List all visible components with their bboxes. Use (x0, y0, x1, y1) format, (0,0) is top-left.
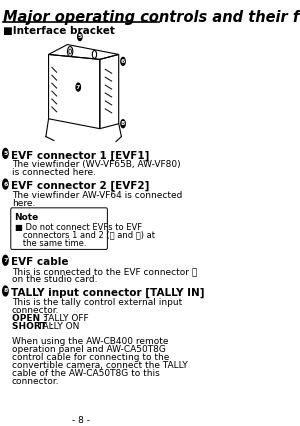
Text: 5: 5 (3, 151, 8, 156)
Circle shape (76, 83, 80, 91)
Text: the same time.: the same time. (15, 239, 86, 248)
Text: on the studio card.: on the studio card. (12, 275, 98, 284)
Text: 5: 5 (78, 34, 82, 39)
Text: The viewfinder (WV-VF65B, AW-VF80): The viewfinder (WV-VF65B, AW-VF80) (12, 160, 181, 169)
Text: operation panel and AW-CA50T8G: operation panel and AW-CA50T8G (12, 345, 166, 354)
Text: 6: 6 (3, 181, 8, 187)
Text: Note: Note (15, 213, 39, 222)
Text: 8: 8 (3, 288, 8, 294)
Circle shape (78, 33, 82, 40)
Circle shape (3, 148, 8, 158)
Text: SHORT :: SHORT : (12, 322, 53, 331)
Text: convertible camera, connect the TALLY: convertible camera, connect the TALLY (12, 361, 188, 370)
Text: TALLY input connector [TALLY IN]: TALLY input connector [TALLY IN] (11, 288, 204, 298)
Text: This is connected to the EVF connector ⓡ: This is connected to the EVF connector ⓡ (12, 267, 197, 276)
Text: - 8 -: - 8 - (72, 416, 90, 425)
Text: cable of the AW-CA50T8G to this: cable of the AW-CA50T8G to this (12, 369, 160, 378)
Text: This is the tally control external input: This is the tally control external input (12, 298, 182, 307)
Text: control cable for connecting to the: control cable for connecting to the (12, 353, 169, 363)
Text: EVF connector 1 [EVF1]: EVF connector 1 [EVF1] (11, 150, 149, 161)
Text: 7: 7 (3, 258, 8, 263)
Text: 7: 7 (76, 85, 80, 89)
Circle shape (3, 179, 8, 189)
Circle shape (121, 58, 125, 65)
Text: OPEN :: OPEN : (12, 314, 47, 323)
Text: When using the AW-CB400 remote: When using the AW-CB400 remote (12, 337, 168, 346)
Text: The viewfinder AW-VF64 is connected: The viewfinder AW-VF64 is connected (12, 191, 182, 200)
Text: is connected here.: is connected here. (12, 168, 96, 177)
Text: Major operating controls and their functions: Major operating controls and their funct… (3, 10, 300, 25)
Text: EVF cable: EVF cable (11, 257, 68, 268)
Text: EVF connector 2 [EVF2]: EVF connector 2 [EVF2] (11, 181, 149, 191)
Circle shape (3, 286, 8, 296)
Text: TALLY ON: TALLY ON (35, 322, 80, 331)
Text: TALLY OFF: TALLY OFF (35, 314, 89, 323)
Text: connectors 1 and 2 (ⓤ and ⓥ) at: connectors 1 and 2 (ⓤ and ⓥ) at (15, 230, 154, 239)
Text: connector.: connector. (12, 306, 59, 315)
Text: connector.: connector. (12, 377, 59, 386)
Circle shape (121, 120, 125, 128)
Text: 8: 8 (121, 121, 125, 126)
Text: here.: here. (12, 199, 35, 208)
Text: ■Interface bracket: ■Interface bracket (3, 26, 115, 36)
Circle shape (3, 255, 8, 265)
Text: ■ Do not connect EVFs to EVF: ■ Do not connect EVFs to EVF (15, 223, 142, 232)
Text: 6: 6 (121, 59, 125, 64)
